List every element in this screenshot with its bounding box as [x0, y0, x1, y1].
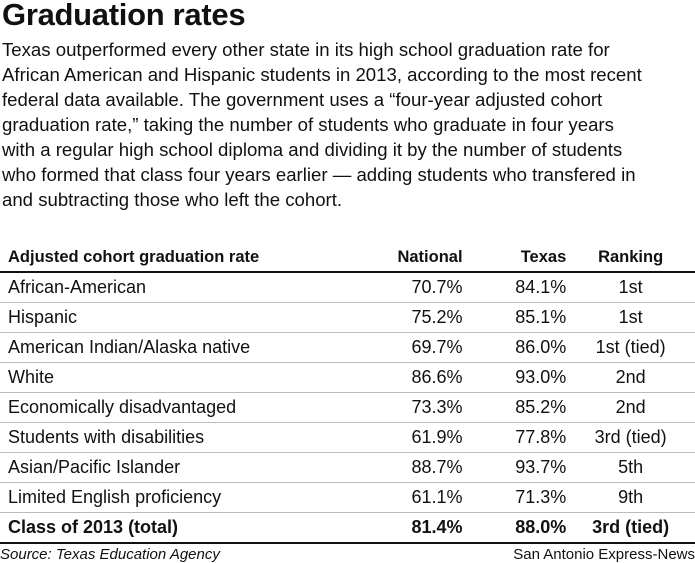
table-cell: Asian/Pacific Islander: [0, 452, 376, 483]
table-cell: 85.1%: [462, 302, 567, 333]
table-row: Economically disadvantaged 73.3% 85.2% 2nd: [0, 392, 695, 423]
table-row: White 86.6% 93.0% 2nd: [0, 362, 695, 393]
table-cell: 70.7%: [375, 272, 463, 303]
table-cell: Economically disadvantaged: [0, 392, 376, 423]
header-row: Adjusted cohort graduation rate National T…: [0, 243, 695, 273]
table-cell: 84.1%: [462, 272, 567, 303]
table-cell: Class of 2013 (total): [0, 512, 376, 544]
table-cell: 93.7%: [462, 452, 567, 483]
table-cell: White: [0, 362, 376, 393]
table-cell: 3rd (tied): [566, 422, 695, 453]
table-row: Asian/Pacific Islander 88.7% 93.7% 5th: [0, 452, 695, 483]
table-cell: 77.8%: [462, 422, 567, 453]
title: Graduation rates: [2, 0, 246, 32]
table-cell: 75.2%: [375, 302, 463, 333]
table-cell: 86.6%: [375, 362, 463, 393]
table-cell: American Indian/Alaska native: [0, 332, 376, 363]
table-cell: 2nd: [566, 362, 695, 393]
table-cell: 93.0%: [462, 362, 567, 393]
table-cell: African-American: [0, 272, 376, 303]
table-cell: 73.3%: [375, 392, 463, 423]
table-cell: 69.7%: [375, 332, 463, 363]
table-row: African-American 70.7% 84.1% 1st: [0, 272, 695, 303]
source: Source: Texas Education Agency: [0, 546, 220, 563]
data-table: Adjusted cohort graduation rate National T…: [0, 243, 695, 544]
table-cell: 81.4%: [375, 512, 463, 544]
table-body: African-American 70.7% 84.1% 1st Hispanic 75.…: [0, 272, 695, 544]
table-cell: Limited English proficiency: [0, 482, 376, 513]
total-row: Class of 2013 (total) 81.4% 88.0% 3rd (tied…: [0, 512, 695, 544]
table-cell: 88.7%: [375, 452, 463, 483]
table-cell: 1st: [566, 302, 695, 333]
column-header: Adjusted cohort graduation rate: [0, 243, 376, 273]
table-cell: 5th: [566, 452, 695, 483]
table-cell: 1st: [566, 272, 695, 303]
table-row: Limited English proficiency 61.1% 71.3% 9th: [0, 482, 695, 513]
table-cell: 71.3%: [462, 482, 567, 513]
table-cell: 2nd: [566, 392, 695, 423]
table-cell: 61.1%: [375, 482, 463, 513]
column-header: Ranking: [566, 243, 695, 273]
table-row: Hispanic 75.2% 85.1% 1st: [0, 302, 695, 333]
credit: San Antonio Express-News: [513, 546, 695, 563]
table-cell: 88.0%: [462, 512, 567, 544]
table-row: Students with disabilities 61.9% 77.8% 3rd …: [0, 422, 695, 453]
table-cell: Students with disabilities: [0, 422, 376, 453]
table-cell: 86.0%: [462, 332, 567, 363]
column-header: Texas: [462, 243, 567, 273]
table-cell: 3rd (tied): [566, 512, 695, 544]
table-row: American Indian/Alaska native 69.7% 86.0% 1…: [0, 332, 695, 363]
table-cell: 1st (tied): [566, 332, 695, 363]
table-cell: 61.9%: [375, 422, 463, 453]
column-header: National: [375, 243, 463, 273]
description: Texas outperformed every other state in …: [2, 39, 642, 210]
table-cell: 85.2%: [462, 392, 567, 423]
table-cell: Hispanic: [0, 302, 376, 333]
table-cell: 9th: [566, 482, 695, 513]
